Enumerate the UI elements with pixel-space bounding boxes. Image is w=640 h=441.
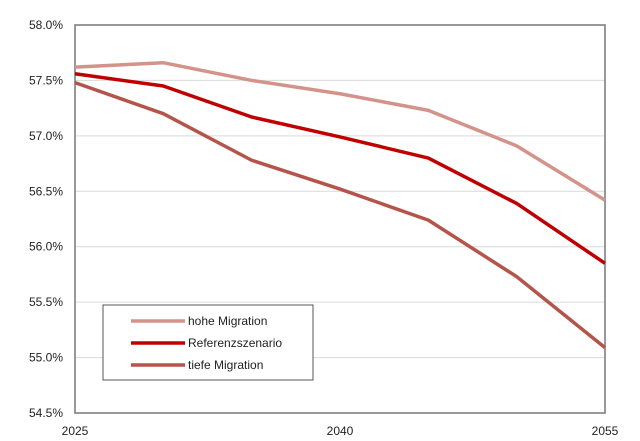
y-tick-label: 55.0%	[29, 351, 63, 365]
x-axis-ticks: 2025 2040 2055	[62, 424, 619, 438]
legend-label: Referenzszenario	[188, 336, 282, 350]
x-tick-label: 2025	[62, 424, 89, 438]
legend-label: tiefe Migration	[188, 358, 263, 372]
series-line	[74, 60, 606, 202]
y-axis-ticks: 54.5% 55.0% 55.5% 56.0% 56.5% 57.0% 57.5% 58.0%	[29, 18, 63, 420]
y-tick-label: 56.0%	[29, 240, 63, 254]
legend-label: hohe Migration	[188, 314, 267, 328]
y-tick-label: 57.0%	[29, 129, 63, 143]
y-tick-label: 57.5%	[29, 73, 63, 87]
plot-area-border	[74, 24, 606, 414]
y-tick-label: 54.5%	[29, 406, 63, 420]
series-lines	[74, 60, 607, 349]
y-tick-label: 58.0%	[29, 18, 63, 32]
x-tick-label: 2055	[592, 424, 619, 438]
series-line	[74, 72, 606, 265]
series-line	[74, 80, 607, 349]
x-tick-label: 2040	[327, 424, 354, 438]
legend-box	[102, 304, 314, 381]
legend: hohe Migration Referenzszenario tiefe Migr…	[102, 304, 314, 381]
y-tick-label: 56.5%	[29, 184, 63, 198]
y-tick-label: 55.5%	[29, 295, 63, 309]
